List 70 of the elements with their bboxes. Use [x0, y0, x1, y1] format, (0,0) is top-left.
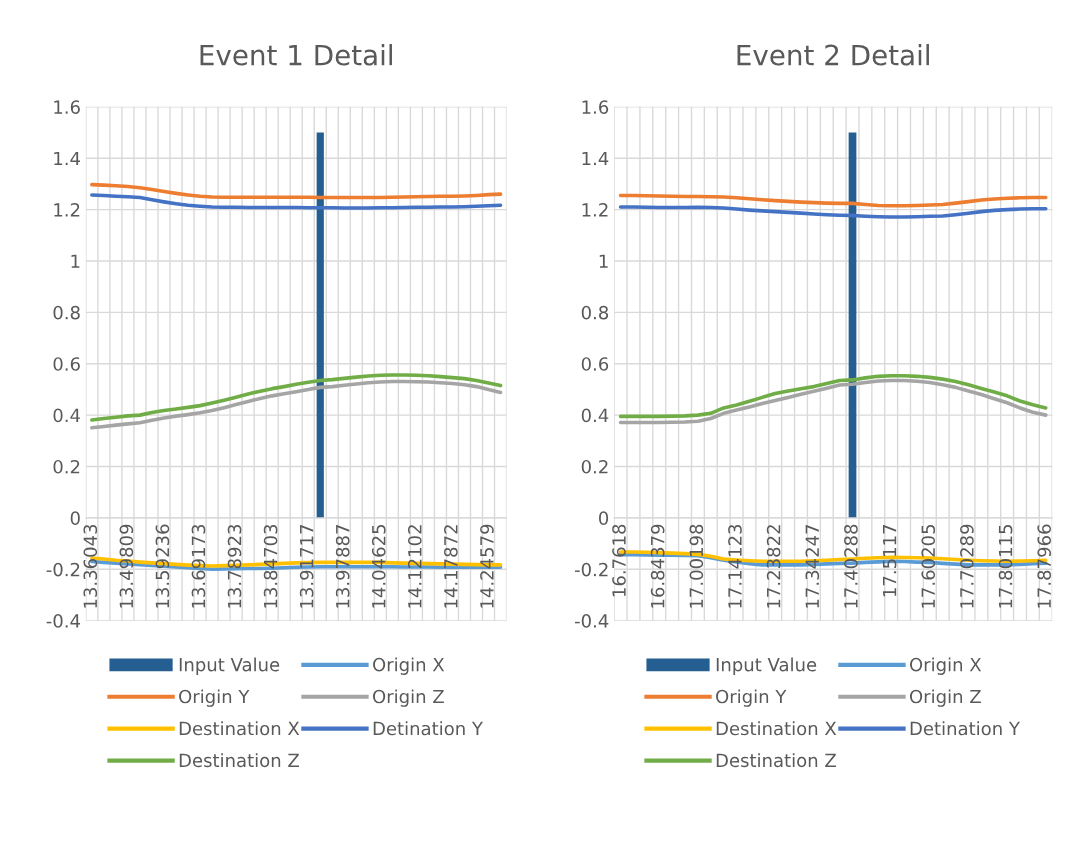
y-tick-label: 1.4 — [54, 151, 80, 166]
y-tick-label: 1.2 — [582, 203, 608, 217]
y-tick-label: 0.8 — [581, 305, 609, 320]
y-tick-label: 1 — [71, 254, 80, 268]
y-tick-label: -0.2 — [46, 562, 80, 577]
x-tick-label: 16.84379 — [650, 524, 665, 608]
legend-label: Origin Y — [179, 689, 250, 707]
y-tick-label: 0 — [70, 511, 80, 525]
chart-title: Event 2 Detail — [737, 44, 929, 66]
legend-label: Destination Z — [716, 753, 836, 768]
x-tick-label: 17.70289 — [960, 524, 974, 608]
x-tick-label: 13.36043 — [83, 524, 98, 608]
y-tick-label: 1.4 — [582, 151, 609, 166]
x-tick-label: 16.7618 — [612, 524, 626, 597]
legend-label: Detination Y — [910, 721, 1020, 736]
line-series — [90, 379, 503, 430]
legend-label: Input Value — [179, 657, 280, 675]
line-series — [618, 374, 1048, 419]
y-tick-label: 1.6 — [54, 100, 80, 114]
x-tick-label: 17.87966 — [1037, 524, 1052, 608]
x-tick-label: 17.00198 — [689, 524, 704, 608]
y-tick-label: 1 — [599, 254, 608, 268]
line-series — [90, 373, 503, 422]
line-series — [618, 193, 1048, 208]
x-tick-label: 13.69173 — [191, 524, 206, 608]
line-series — [618, 378, 1048, 425]
x-tick-label: 14.24579 — [480, 524, 494, 608]
legend-label: Origin X — [373, 657, 445, 675]
x-tick-label: 17.80115 — [998, 525, 1013, 608]
y-tick-label: 0.2 — [581, 459, 608, 474]
legend-label: Destination Z — [179, 753, 299, 768]
x-tick-label: 17.5117 — [882, 524, 897, 597]
y-tick-label: 0.2 — [53, 459, 80, 474]
chart-title: Event 1 Detail — [200, 44, 392, 66]
x-tick-label: 13.91717 — [299, 524, 314, 608]
x-tick-label: 13.97887 — [335, 524, 350, 608]
x-tick-label: 17.34247 — [805, 524, 820, 608]
legend-label: Origin Z — [373, 689, 444, 707]
legend-label: Origin Z — [909, 689, 981, 707]
legend-label: Input Value — [716, 657, 817, 675]
y-tick-label: 0.4 — [53, 408, 80, 423]
x-tick-label: 13.49809 — [119, 524, 134, 608]
y-tick-label: -0.4 — [574, 614, 609, 628]
y-tick-label: -0.2 — [574, 562, 608, 577]
x-tick-label: 13.78923 — [227, 524, 242, 608]
x-tick-label: 13.84703 — [263, 524, 278, 608]
y-tick-label: 1.2 — [54, 203, 80, 217]
legend-label: Destination X — [716, 721, 837, 736]
x-tick-label: 14.04625 — [371, 525, 386, 608]
legend-label: Origin X — [909, 657, 982, 675]
x-tick-label: 17.60205 — [921, 525, 936, 608]
x-tick-label: 14.17872 — [444, 525, 458, 608]
y-tick-label: 0.6 — [53, 357, 80, 371]
y-tick-label: -0.4 — [46, 614, 80, 628]
y-tick-label: 0.6 — [581, 357, 609, 371]
y-tick-label: 0.4 — [581, 408, 609, 423]
y-tick-label: 0.8 — [53, 305, 80, 320]
y-tick-label: 1.6 — [582, 100, 609, 114]
legend-label: Origin Y — [716, 689, 787, 707]
x-tick-label: 17.23822 — [766, 525, 781, 608]
line-series — [618, 205, 1048, 219]
x-tick-label: 13.59236 — [155, 524, 170, 608]
y-tick-label: 0 — [599, 511, 609, 525]
x-tick-label: 17.14123 — [728, 524, 742, 608]
x-tick-label: 14.12102 — [407, 525, 422, 608]
legend-label: Detination Y — [373, 721, 483, 736]
x-tick-label: 17.40288 — [844, 524, 858, 608]
legend-label: Destination X — [179, 721, 300, 736]
line-series — [90, 193, 503, 210]
line-series — [90, 182, 503, 200]
